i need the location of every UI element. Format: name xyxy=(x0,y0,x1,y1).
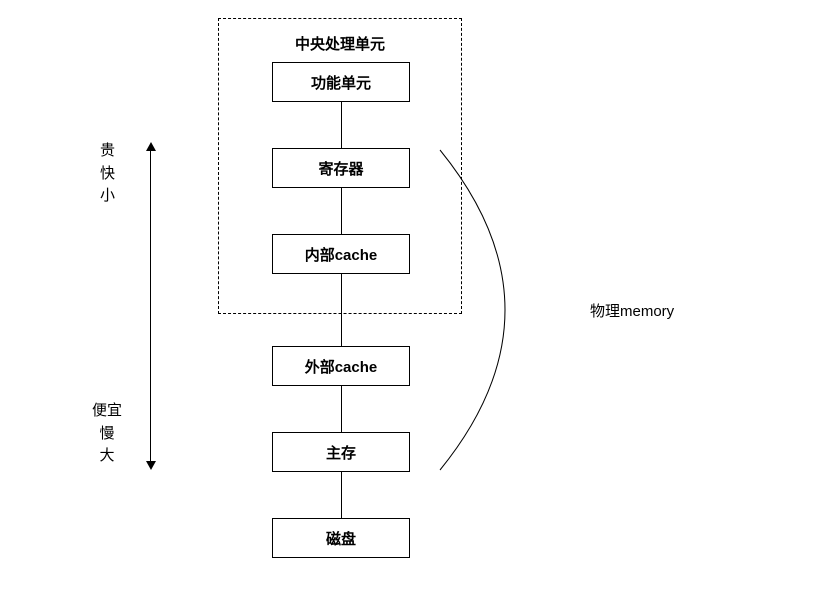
physical-memory-label: 物理memory xyxy=(590,300,674,321)
diagram-canvas: 中央处理单元 功能单元 寄存器 内部cache 外部cache 主存 磁盘 贵 … xyxy=(0,0,818,592)
physical-memory-curve xyxy=(0,0,818,592)
